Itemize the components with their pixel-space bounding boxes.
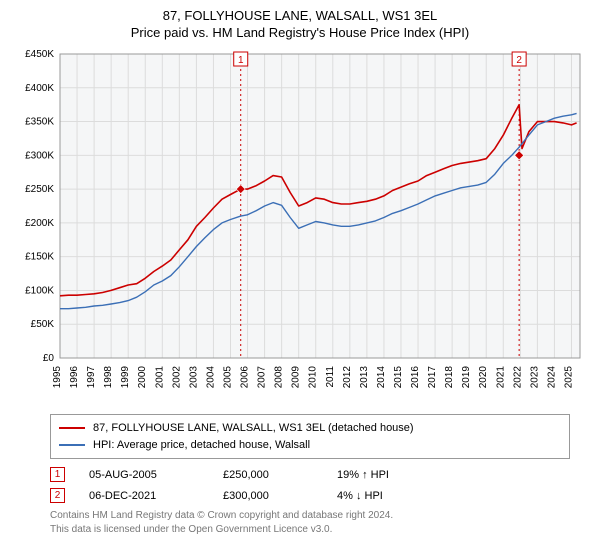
legend-item: 87, FOLLYHOUSE LANE, WALSALL, WS1 3EL (d… (59, 420, 561, 437)
svg-text:2019: 2019 (461, 366, 472, 389)
svg-text:2011: 2011 (325, 366, 336, 388)
svg-text:£350K: £350K (25, 117, 54, 128)
svg-text:2007: 2007 (257, 366, 268, 389)
svg-text:2003: 2003 (188, 366, 199, 389)
legend-label: HPI: Average price, detached house, Wals… (93, 437, 310, 454)
svg-text:2013: 2013 (359, 366, 370, 389)
svg-text:2010: 2010 (308, 366, 319, 389)
legend-swatch (59, 444, 85, 446)
svg-text:2008: 2008 (274, 366, 285, 389)
transaction-date: 05-AUG-2005 (89, 469, 199, 481)
svg-text:£450K: £450K (25, 49, 54, 60)
transaction-marker: 2 (50, 488, 65, 503)
svg-text:£0: £0 (43, 353, 55, 364)
svg-text:£400K: £400K (25, 83, 54, 94)
svg-text:1996: 1996 (69, 366, 80, 389)
legend: 87, FOLLYHOUSE LANE, WALSALL, WS1 3EL (d… (50, 414, 570, 459)
footnote-line: Contains HM Land Registry data © Crown c… (50, 509, 588, 523)
svg-text:£100K: £100K (25, 285, 54, 296)
svg-text:2020: 2020 (478, 366, 489, 389)
svg-text:1997: 1997 (86, 366, 97, 389)
transaction-hpi-delta: 19% ↑ HPI (337, 469, 427, 481)
svg-text:2001: 2001 (154, 366, 165, 389)
svg-text:2014: 2014 (376, 366, 387, 389)
svg-text:2023: 2023 (529, 366, 540, 389)
svg-text:2016: 2016 (410, 366, 421, 389)
svg-text:2000: 2000 (137, 366, 148, 389)
svg-text:2018: 2018 (444, 366, 455, 389)
svg-text:2004: 2004 (205, 366, 216, 389)
legend-item: HPI: Average price, detached house, Wals… (59, 437, 561, 454)
svg-text:2021: 2021 (495, 366, 506, 389)
svg-text:2025: 2025 (563, 366, 574, 389)
line-chart: £0 £50K £100K £150K £200K £250K £300K £350K £400… (12, 46, 588, 408)
footnote: Contains HM Land Registry data © Crown c… (50, 509, 588, 536)
legend-label: 87, FOLLYHOUSE LANE, WALSALL, WS1 3EL (d… (93, 420, 414, 437)
svg-text:2017: 2017 (427, 366, 438, 389)
svg-text:1995: 1995 (52, 366, 63, 389)
chart-titles: 87, FOLLYHOUSE LANE, WALSALL, WS1 3EL Pr… (12, 8, 588, 40)
svg-text:2: 2 (516, 55, 522, 66)
svg-text:1999: 1999 (120, 366, 131, 389)
transaction-marker: 1 (50, 467, 65, 482)
svg-text:2022: 2022 (512, 366, 523, 389)
chart-svg: £0 £50K £100K £150K £200K £250K £300K £350K £400… (12, 46, 588, 408)
svg-text:£50K: £50K (31, 319, 55, 330)
svg-text:2012: 2012 (342, 366, 353, 389)
svg-text:£150K: £150K (25, 252, 54, 263)
svg-text:2009: 2009 (291, 366, 302, 389)
transaction-price: £250,000 (223, 469, 313, 481)
transaction-hpi-delta: 4% ↓ HPI (337, 490, 427, 502)
svg-text:£300K: £300K (25, 150, 54, 161)
svg-text:£200K: £200K (25, 218, 54, 229)
svg-text:2015: 2015 (393, 366, 404, 389)
svg-text:1: 1 (238, 55, 244, 66)
transaction-row: 2 06-DEC-2021 £300,000 4% ↓ HPI (50, 488, 588, 503)
svg-text:2005: 2005 (222, 366, 233, 389)
svg-text:£250K: £250K (25, 184, 54, 195)
svg-text:2024: 2024 (546, 366, 557, 389)
page-root: 87, FOLLYHOUSE LANE, WALSALL, WS1 3EL Pr… (0, 0, 600, 560)
svg-text:2006: 2006 (240, 366, 251, 389)
svg-text:1998: 1998 (103, 366, 114, 389)
title-main: 87, FOLLYHOUSE LANE, WALSALL, WS1 3EL (12, 8, 588, 23)
transactions-table: 1 05-AUG-2005 £250,000 19% ↑ HPI 2 06-DE… (50, 467, 588, 503)
transaction-price: £300,000 (223, 490, 313, 502)
legend-swatch (59, 427, 85, 429)
transaction-date: 06-DEC-2021 (89, 490, 199, 502)
transaction-row: 1 05-AUG-2005 £250,000 19% ↑ HPI (50, 467, 588, 482)
title-sub: Price paid vs. HM Land Registry's House … (12, 25, 588, 40)
svg-text:2002: 2002 (171, 366, 182, 389)
footnote-line: This data is licensed under the Open Gov… (50, 523, 588, 537)
